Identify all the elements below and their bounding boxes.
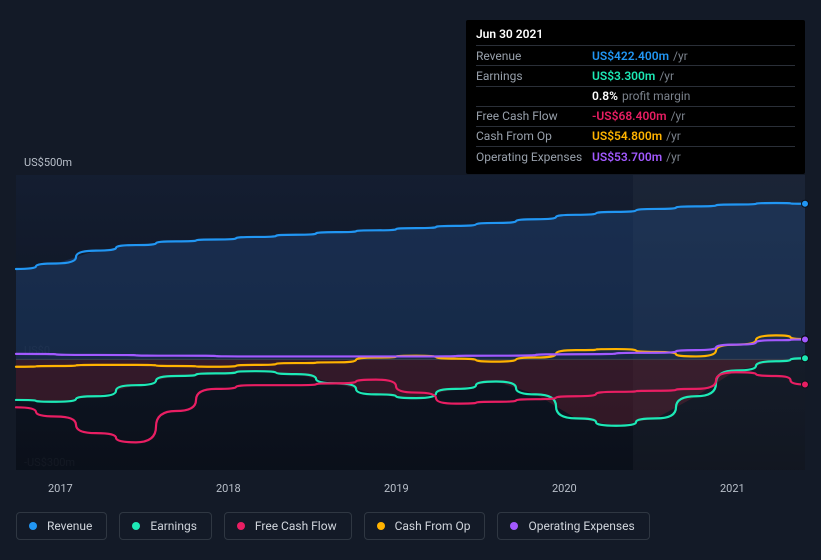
revenue-end-marker <box>802 200 809 207</box>
x-axis-tick: 2019 <box>384 482 409 495</box>
legend-item-label: Operating Expenses <box>528 519 634 533</box>
legend-item-cfo[interactable]: Cash From Op <box>364 512 486 540</box>
chart-tooltip: Jun 30 2021 RevenueUS$422.400m/yrEarning… <box>466 20 805 174</box>
legend-item-fcf[interactable]: Free Cash Flow <box>224 512 352 540</box>
legend-item-revenue[interactable]: Revenue <box>16 512 107 540</box>
legend-dot-icon <box>377 522 385 530</box>
tooltip-date: Jun 30 2021 <box>476 26 795 45</box>
tooltip-row: RevenueUS$422.400m/yr <box>476 45 795 65</box>
tooltip-row-value: US$53.700m/yr <box>592 149 681 165</box>
x-axis-tick: 2020 <box>552 482 577 495</box>
plot-area[interactable] <box>16 175 805 470</box>
tooltip-row-label: Revenue <box>476 48 592 64</box>
legend-dot-icon <box>237 522 245 530</box>
tooltip-row-value: US$54.800m/yr <box>592 128 681 144</box>
tooltip-row: 0.8%profit margin <box>476 86 795 106</box>
earnings-end-marker <box>802 355 809 362</box>
tooltip-row-label <box>476 88 592 104</box>
legend-dot-icon <box>132 522 140 530</box>
tooltip-row-label: Operating Expenses <box>476 149 592 165</box>
tooltip-row-value: US$3.300m/yr <box>592 68 674 84</box>
tooltip-row-value: -US$68.400m/yr <box>592 108 685 124</box>
legend-dot-icon <box>29 522 37 530</box>
tooltip-row-label: Earnings <box>476 68 592 84</box>
tooltip-row: Free Cash Flow-US$68.400m/yr <box>476 106 795 126</box>
revenue-area <box>16 203 805 359</box>
tooltip-row-label: Free Cash Flow <box>476 108 592 124</box>
tooltip-row-value: 0.8%profit margin <box>592 88 690 104</box>
series-lines <box>16 175 805 470</box>
legend-item-opex[interactable]: Operating Expenses <box>497 512 649 540</box>
x-axis-tick: 2018 <box>216 482 241 495</box>
chart-legend: Revenue Earnings Free Cash Flow Cash From O… <box>16 512 650 540</box>
tooltip-row-label: Cash From Op <box>476 128 592 144</box>
fcf-end-marker <box>802 381 809 388</box>
opex-end-marker <box>802 336 809 343</box>
tooltip-row-value: US$422.400m/yr <box>592 48 688 64</box>
tooltip-row: Operating ExpensesUS$53.700m/yr <box>476 146 795 166</box>
legend-item-label: Revenue <box>47 519 92 533</box>
legend-item-label: Cash From Op <box>395 519 471 533</box>
x-axis-tick: 2017 <box>48 482 73 495</box>
x-axis-tick: 2021 <box>720 482 745 495</box>
legend-item-label: Earnings <box>150 519 197 533</box>
tooltip-row: Cash From OpUS$54.800m/yr <box>476 126 795 146</box>
legend-item-label: Free Cash Flow <box>255 519 337 533</box>
legend-item-earnings[interactable]: Earnings <box>119 512 212 540</box>
financial-chart: US$500mUS$0-US$300m 20172018201920202021… <box>0 0 821 560</box>
tooltip-row: EarningsUS$3.300m/yr <box>476 65 795 85</box>
y-axis-tick: US$500m <box>24 156 72 169</box>
legend-dot-icon <box>510 522 518 530</box>
